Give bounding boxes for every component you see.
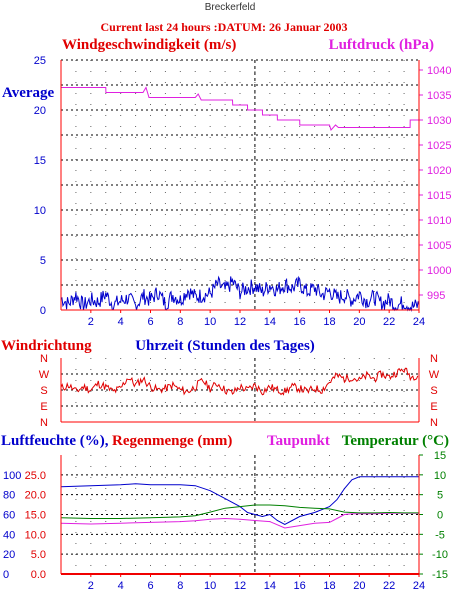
wind-direction-left-label-1: W	[39, 369, 50, 381]
temp-tick-label-10: 10	[434, 470, 446, 482]
panel1-x-tick-label-4: 4	[118, 316, 124, 328]
chart-subtitle: Current last 24 hours :DATUM: 26 Januar …	[100, 20, 347, 34]
panel3-x-tick-label-4: 4	[118, 580, 124, 592]
pressure-tick-label-1040: 1040	[427, 65, 451, 77]
rain-tick-label-10: 10.0	[25, 529, 46, 541]
x-axis-label: Uhrzeit (Stunden des Tages)	[135, 338, 315, 354]
series-pressure	[61, 86, 419, 131]
rain-label: Regenmenge (mm)	[112, 433, 232, 449]
wind-speed-tick-label-25: 25	[34, 55, 46, 67]
temp-tick-label-0: 0	[437, 510, 443, 522]
pressure-tick-label-1025: 1025	[427, 140, 451, 152]
humidity-tick-label-60: 60	[3, 510, 15, 522]
wind-direction-left-label-4: N	[40, 417, 48, 429]
humidity-tick-label-40: 40	[3, 529, 15, 541]
panel1-x-tick-label-20: 20	[353, 316, 365, 328]
pressure-tick-label-1015: 1015	[427, 190, 451, 202]
panel3-x-tick-label-10: 10	[204, 580, 216, 592]
panel3-x-tick-label-18: 18	[323, 580, 335, 592]
wind-direction-right-label-0: N	[430, 353, 438, 365]
humidity-tick-label-20: 20	[3, 549, 15, 561]
temperature-label: Temperatur (°C)	[342, 433, 449, 449]
series-humidity	[60, 476, 419, 525]
panel1-x-tick-label-14: 14	[264, 316, 276, 328]
average-label: Average	[2, 85, 55, 101]
chart-panels: 0510152025995100010051010101510201025103…	[3, 55, 451, 592]
panel1-x-tick-label-2: 2	[88, 316, 94, 328]
humidity-tick-label-80: 80	[3, 490, 15, 502]
wind-speed-tick-label-0: 0	[40, 305, 46, 317]
pressure-tick-label-1035: 1035	[427, 90, 451, 102]
humidity-tick-label-100: 100	[3, 470, 21, 482]
humidity-label: Luftfeuchte (%),	[1, 433, 109, 449]
rain-tick-label-5: 5.0	[31, 549, 46, 561]
wind-direction-right-label-2: S	[430, 385, 437, 397]
panel3-x-tick-label-16: 16	[294, 580, 306, 592]
pressure-tick-label-1020: 1020	[427, 165, 451, 177]
pressure-tick-label-1000: 1000	[427, 265, 451, 277]
temp-tick-label-5: 5	[437, 490, 443, 502]
panel3-x-tick-label-22: 22	[383, 580, 395, 592]
pressure-tick-label-1005: 1005	[427, 240, 451, 252]
panel1-x-tick-label-6: 6	[147, 316, 153, 328]
series-wind-speed	[60, 275, 420, 312]
panel1-x-tick-label-8: 8	[177, 316, 183, 328]
panel3-x-tick-label-2: 2	[88, 580, 94, 592]
panel1-x-tick-label-22: 22	[383, 316, 395, 328]
wind-direction-left-label-0: N	[40, 353, 48, 365]
wind-direction-left-label-3: E	[40, 401, 47, 413]
dewpoint-label: Taupunkt	[267, 433, 330, 449]
panel3-x-tick-label-12: 12	[234, 580, 246, 592]
pressure-tick-label-1030: 1030	[427, 115, 451, 127]
temp-tick-label--5: -5	[435, 529, 445, 541]
humidity-tick-label-0: 0	[3, 569, 9, 581]
series-temperature	[60, 504, 419, 519]
panel3-x-tick-label-6: 6	[147, 580, 153, 592]
wind-direction-label: Windrichtung	[1, 338, 92, 354]
wind-speed-tick-label-15: 15	[34, 155, 46, 167]
temp-tick-label--15: -15	[432, 569, 448, 581]
panel3-x-tick-label-20: 20	[353, 580, 365, 592]
wind-direction-right-label-4: N	[430, 417, 438, 429]
panel1-x-tick-label-16: 16	[294, 316, 306, 328]
temp-tick-label-15: 15	[434, 450, 446, 462]
wind-speed-label: Windgeschwindigkeit (m/s)	[62, 37, 236, 53]
station-name: Breckerfeld	[205, 2, 256, 13]
rain-tick-label-25: 25.0	[25, 470, 46, 482]
series-dewpoint	[60, 512, 419, 529]
rain-tick-label-20: 20.0	[25, 490, 46, 502]
pressure-tick-label-1010: 1010	[427, 215, 451, 227]
temp-tick-label--10: -10	[432, 549, 448, 561]
wind-speed-tick-label-5: 5	[40, 255, 46, 267]
rain-tick-label-15: 15.0	[25, 510, 46, 522]
panel3-x-tick-label-8: 8	[177, 580, 183, 592]
panel1-x-tick-label-18: 18	[323, 316, 335, 328]
pressure-label: Luftdruck (hPa)	[329, 37, 434, 53]
wind-speed-tick-label-20: 20	[34, 105, 46, 117]
wind-speed-tick-label-10: 10	[34, 205, 46, 217]
series-wind-direction	[60, 367, 419, 396]
wind-direction-right-label-1: W	[429, 369, 440, 381]
panel1-x-tick-label-12: 12	[234, 316, 246, 328]
panel1-x-tick-label-24: 24	[413, 316, 425, 328]
wind-direction-right-label-3: E	[430, 401, 437, 413]
pressure-tick-label-995: 995	[427, 290, 445, 302]
wind-direction-left-label-2: S	[40, 385, 47, 397]
panel3-x-tick-label-14: 14	[264, 580, 276, 592]
rain-tick-label-0: 0.0	[31, 569, 46, 581]
panel1-x-tick-label-10: 10	[204, 316, 216, 328]
panel3-x-tick-label-24: 24	[413, 580, 425, 592]
